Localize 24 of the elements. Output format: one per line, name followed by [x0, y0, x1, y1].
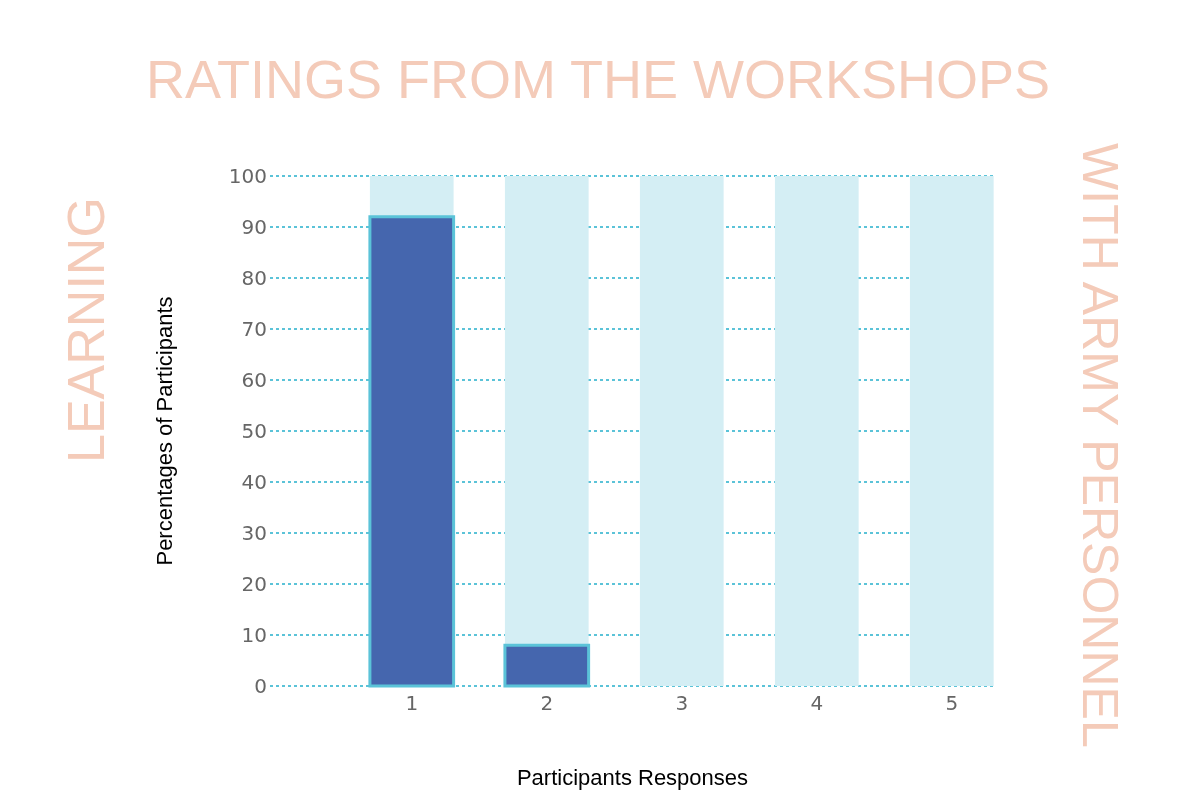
y-axis-title: Percentages of Participants	[151, 296, 177, 566]
text: LEARNING	[57, 197, 115, 463]
y-tick-label: 50	[241, 419, 267, 443]
y-tick-label: 10	[241, 622, 267, 647]
bar	[774, 176, 859, 686]
y-tick-label: 0	[254, 673, 267, 698]
y-tick-label: 60	[241, 368, 267, 393]
y-tick-label: 100	[228, 164, 267, 189]
y-tick-label: 30	[241, 520, 267, 545]
bar	[639, 176, 724, 686]
x-tick-label: 2	[540, 691, 554, 715]
y-tick-label: 80	[241, 266, 267, 291]
chart-title: RATINGS FROM THE WORKSHOPS	[145, 48, 1051, 109]
y-tick-label: 40	[241, 469, 267, 494]
y-tick-label: 20	[241, 571, 267, 596]
x-tick-label: 4	[810, 691, 824, 715]
y-tick-label: 90	[241, 215, 267, 240]
x-tick-label: 1	[405, 691, 419, 715]
x-tick-label: 3	[675, 691, 689, 715]
text: WITH ARMY PERSONNEL	[1072, 143, 1128, 748]
bar	[909, 176, 994, 686]
x-tick-label: 5	[945, 691, 959, 715]
x-axis-title: Participants Responses	[516, 764, 749, 790]
y-tick-label: 70	[241, 317, 267, 342]
